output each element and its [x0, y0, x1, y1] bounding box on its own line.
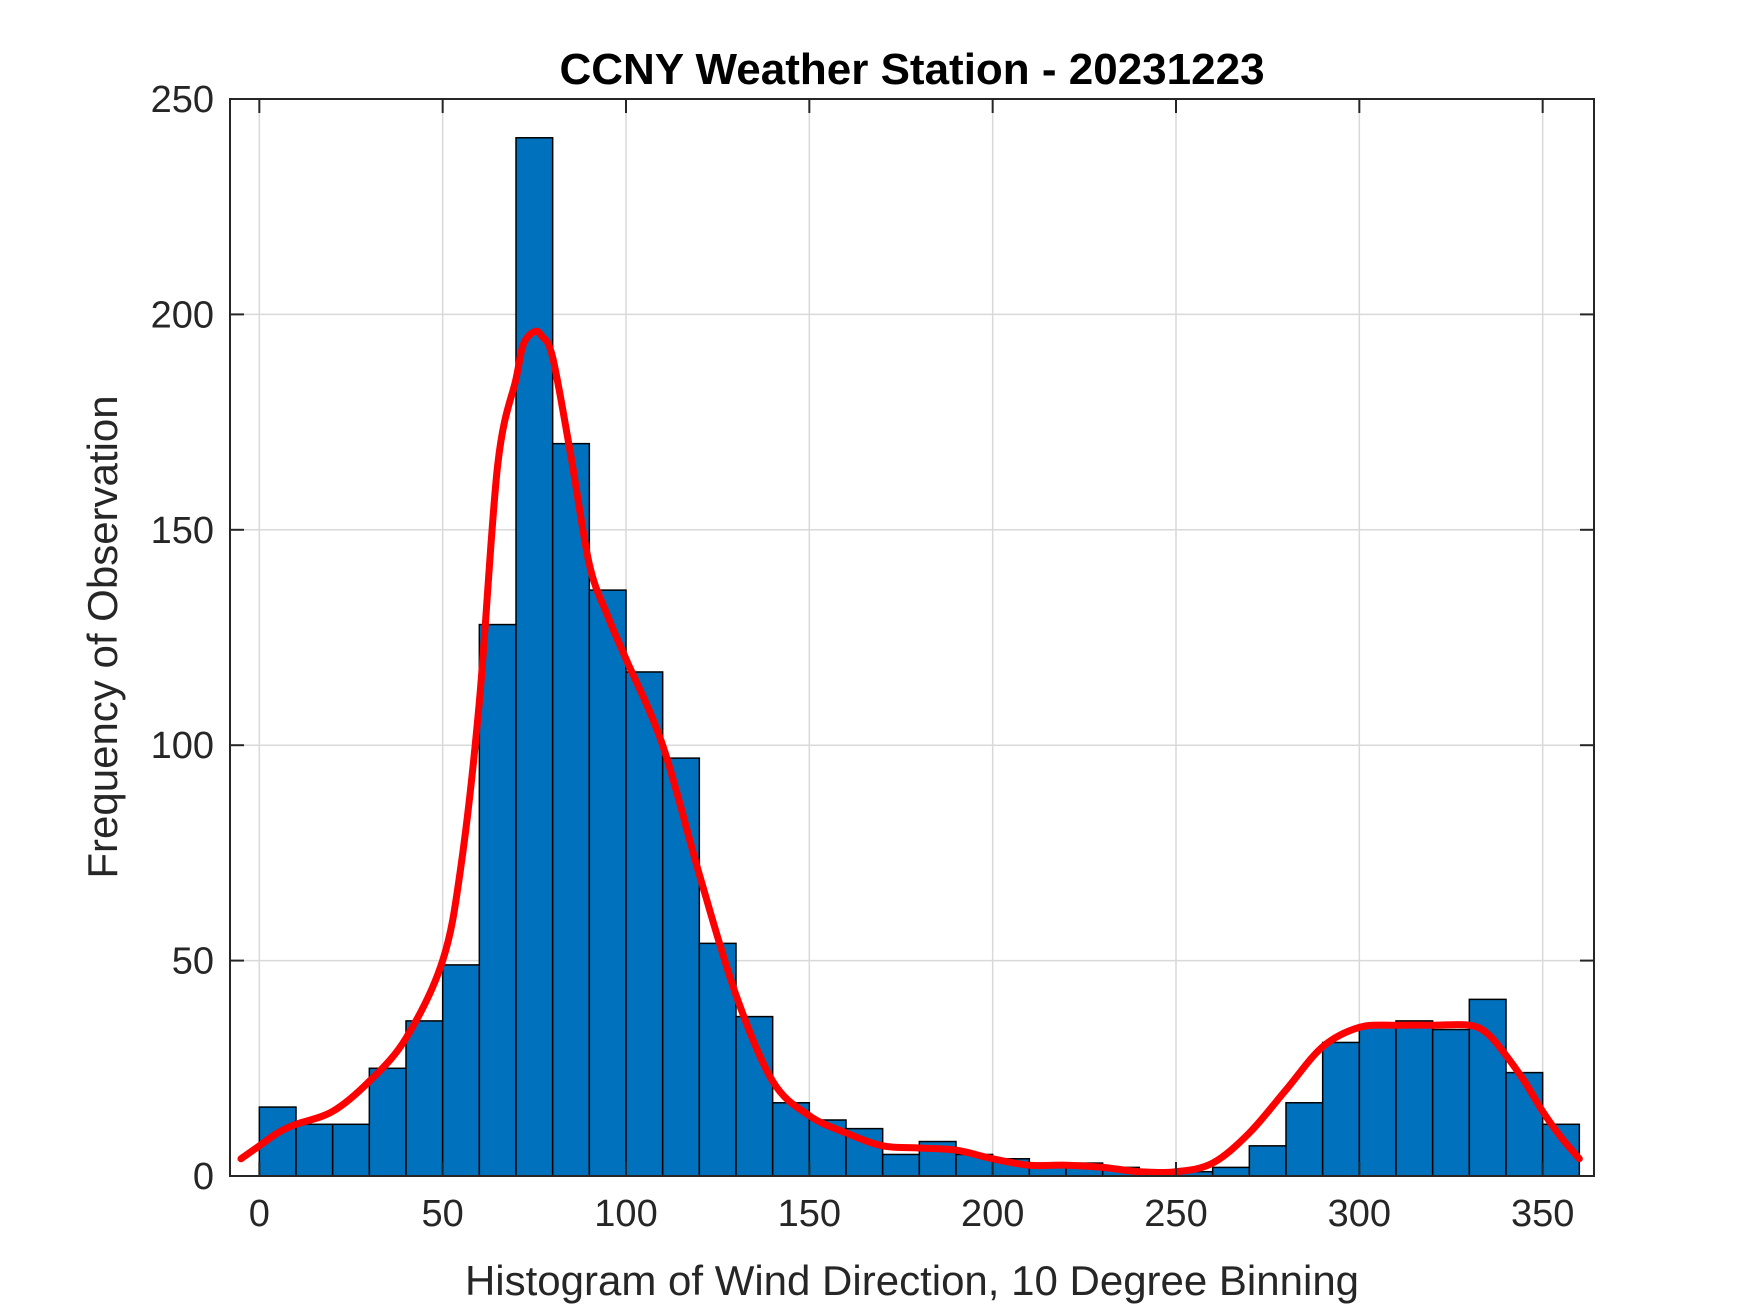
y-tick-label: 100	[151, 725, 214, 767]
histogram-bar	[626, 672, 663, 1176]
histogram-bar	[406, 1021, 443, 1176]
x-tick-label: 200	[961, 1193, 1024, 1235]
wind-direction-histogram-chart: 0 50 100 150 200 250 300 350 0 50 100 150 200 250 CCN…	[0, 0, 1750, 1313]
histogram-bar	[296, 1124, 333, 1176]
histogram-bar	[333, 1124, 370, 1176]
histogram-bar	[1396, 1021, 1433, 1176]
histogram-bar	[1323, 1042, 1360, 1176]
x-tick-label: 50	[422, 1193, 464, 1235]
x-tick-label: 350	[1511, 1193, 1574, 1235]
x-axis-label: Histogram of Wind Direction, 10 Degree B…	[465, 1257, 1359, 1304]
histogram-bar	[1249, 1146, 1286, 1176]
x-tick-label: 150	[778, 1193, 841, 1235]
y-tick-label: 50	[172, 941, 214, 983]
y-tick-label: 200	[151, 294, 214, 336]
x-tick-label: 250	[1144, 1193, 1207, 1235]
x-tick-label: 0	[249, 1193, 270, 1235]
y-tick-label: 150	[151, 510, 214, 552]
y-tick-label: 250	[151, 79, 214, 121]
histogram-bar	[589, 590, 626, 1176]
x-tick-label: 300	[1328, 1193, 1391, 1235]
histogram-bar	[443, 965, 480, 1176]
histogram-bar	[1213, 1167, 1250, 1176]
histogram-bar	[1359, 1025, 1396, 1176]
histogram-bar	[1506, 1073, 1543, 1176]
histogram-bar	[1286, 1103, 1323, 1176]
y-axis-label: Frequency of Observation	[79, 395, 126, 878]
chart-title: CCNY Weather Station - 20231223	[559, 45, 1264, 94]
histogram-bar	[1433, 1030, 1470, 1176]
histogram-bar	[883, 1154, 920, 1176]
plot-background	[230, 99, 1594, 1176]
x-tick-label: 100	[594, 1193, 657, 1235]
histogram-bar	[479, 625, 516, 1176]
histogram-bar	[516, 138, 553, 1176]
y-tick-label: 0	[193, 1156, 214, 1198]
histogram-bar	[369, 1068, 406, 1176]
